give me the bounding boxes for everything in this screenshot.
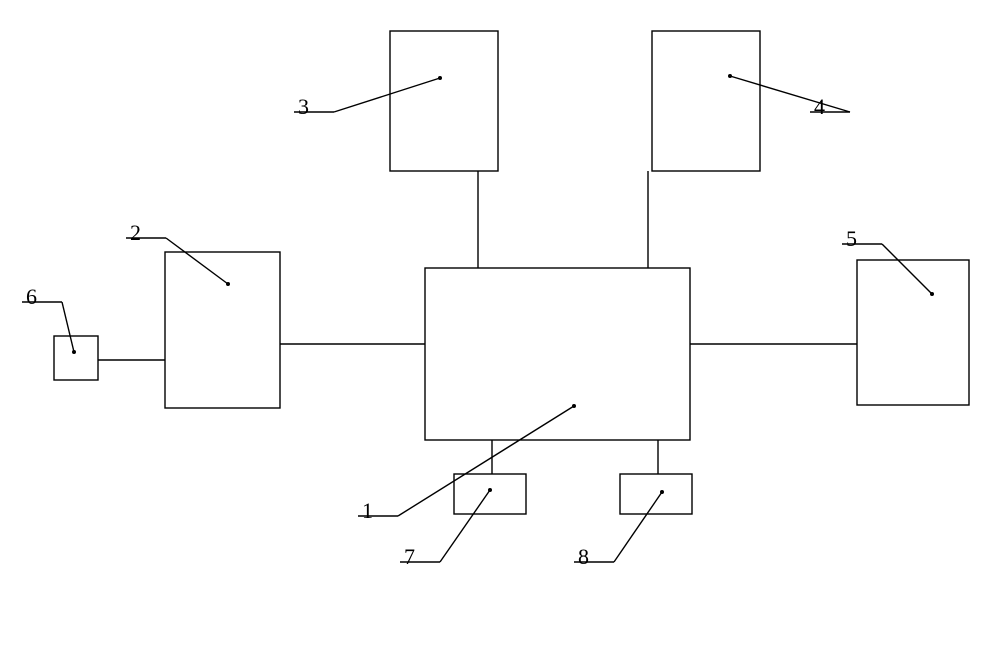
label-text-4: 4 (814, 94, 825, 119)
box-center (425, 268, 690, 440)
label-dot-2 (226, 282, 230, 286)
label-dot-4 (728, 74, 732, 78)
label-leader-5 (882, 244, 932, 294)
boxes-layer (54, 31, 969, 514)
box-box7 (454, 474, 526, 514)
label-text-2: 2 (130, 220, 141, 245)
label-leader-3 (334, 78, 440, 112)
label-text-1: 1 (362, 498, 373, 523)
label-dot-3 (438, 76, 442, 80)
label-dot-6 (72, 350, 76, 354)
label-dot-8 (660, 490, 664, 494)
label-leader-4 (730, 76, 850, 112)
label-dot-1 (572, 404, 576, 408)
labels-layer: 1 2 3 4 5 6 7 8 (22, 74, 934, 569)
connectors-layer (98, 171, 857, 474)
box-box3 (390, 31, 498, 171)
box-box8 (620, 474, 692, 514)
label-leader-2 (166, 238, 228, 284)
label-text-5: 5 (846, 226, 857, 251)
block-diagram: 1 2 3 4 5 6 7 8 (0, 0, 1000, 646)
label-text-6: 6 (26, 284, 37, 309)
label-leader-7 (440, 490, 490, 562)
label-text-3: 3 (298, 94, 309, 119)
box-box5 (857, 260, 969, 405)
label-dot-7 (488, 488, 492, 492)
label-text-7: 7 (404, 544, 415, 569)
label-leader-6 (62, 302, 74, 352)
box-box4 (652, 31, 760, 171)
label-dot-5 (930, 292, 934, 296)
label-leader-8 (614, 492, 662, 562)
box-box2 (165, 252, 280, 408)
box-box6 (54, 336, 98, 380)
label-text-8: 8 (578, 544, 589, 569)
